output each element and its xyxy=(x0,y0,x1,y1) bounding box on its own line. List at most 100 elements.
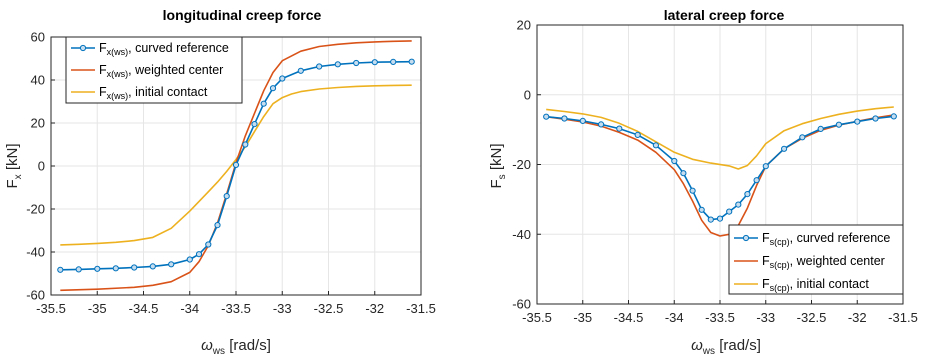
data-point xyxy=(279,75,286,82)
y-tick-label: -60 xyxy=(26,288,45,303)
data-point xyxy=(223,193,230,200)
legend-label: Fs(cp), initial contact xyxy=(762,277,869,293)
legend-label: Fs(cp), curved reference xyxy=(762,231,890,247)
data-point xyxy=(75,266,82,273)
x-tick-label: -34 xyxy=(665,310,684,325)
data-point xyxy=(680,170,687,177)
series-line xyxy=(546,106,894,170)
longitudinal-creep-force-chart: longitudinal creep force -35.5 -35 -34.5 -3… xyxy=(4,7,436,357)
x-axis-label: ωws [rad/s] xyxy=(691,337,761,357)
x-tick-label: -34.5 xyxy=(129,301,159,316)
data-point xyxy=(334,61,341,68)
data-point xyxy=(890,113,897,120)
y-tick-label: 40 xyxy=(31,73,45,88)
y-axis-label: Fx [kN] xyxy=(4,143,24,188)
data-point xyxy=(835,121,843,128)
legend-entry: Fx(ws), curved reference xyxy=(71,41,229,57)
data-point xyxy=(390,58,397,66)
data-point xyxy=(716,215,724,222)
chart-title: longitudinal creep force xyxy=(163,7,322,23)
data-point xyxy=(94,265,101,272)
legend-label: Fx(ws), initial contact xyxy=(99,85,208,101)
series-line xyxy=(60,40,412,292)
data-point xyxy=(242,141,249,148)
data-point xyxy=(735,201,742,208)
legend-label: Fs(cp), weighted center xyxy=(762,254,885,270)
legend-entry: Fs(cp), initial contact xyxy=(734,277,869,293)
x-tick-labels: -35.5 -35 -34.5 -34 -33.5 -33 -32.5 -32 -31.5 xyxy=(522,310,918,325)
legend-label: Fx(ws), weighted center xyxy=(99,63,223,79)
data-point xyxy=(131,264,138,271)
y-tick-label: -20 xyxy=(26,202,45,217)
data-point xyxy=(149,263,156,270)
legend-box xyxy=(728,224,904,295)
y-tick-label: -40 xyxy=(512,227,531,242)
y-tick-label: 20 xyxy=(31,116,45,131)
data-point xyxy=(269,85,277,92)
y-tick-label: 60 xyxy=(31,30,45,45)
y-axis-label: Fs [kN] xyxy=(488,143,508,188)
data-point xyxy=(698,206,705,213)
x-tick-label: -35 xyxy=(88,301,107,316)
series-layer xyxy=(57,40,415,292)
x-tick-label: -32.5 xyxy=(314,301,344,316)
x-tick-label: -33 xyxy=(273,301,292,316)
x-tick-label: -35.5 xyxy=(36,301,66,316)
data-point xyxy=(726,208,733,215)
data-point xyxy=(316,63,323,70)
y-tick-labels: -60 -40 -20 0 20 40 60 xyxy=(26,30,45,303)
y-tick-label: -20 xyxy=(512,157,531,172)
data-point xyxy=(598,121,605,128)
data-point xyxy=(579,117,586,125)
x-axis-label: ωws [rad/s] xyxy=(201,337,271,357)
x-tick-label: -31.5 xyxy=(406,301,436,316)
data-point xyxy=(854,118,861,125)
x-tick-label: -32 xyxy=(848,310,867,325)
y-tick-labels: -60 -40 -20 0 20 xyxy=(512,18,531,312)
legend-box xyxy=(65,36,243,104)
data-point xyxy=(195,251,203,258)
x-tick-label: -33 xyxy=(756,310,775,325)
x-tick-label: -31.5 xyxy=(888,310,918,325)
legend-label: Fx(ws), curved reference xyxy=(99,41,229,57)
data-point xyxy=(781,145,788,152)
data-point xyxy=(616,125,623,132)
x-tick-label: -32.5 xyxy=(797,310,827,325)
legend-entry: Fx(ws), initial contact xyxy=(71,85,208,101)
data-point xyxy=(744,191,751,198)
data-point xyxy=(652,142,660,149)
lateral-creep-force-chart: lateral creep force -35.5 -35 -34.5 -34 -33.… xyxy=(488,7,918,357)
legend-entry: Fs(cp), curved reference xyxy=(734,231,890,247)
legend-marker xyxy=(79,44,87,52)
legend-marker xyxy=(742,234,750,242)
data-point xyxy=(186,256,193,263)
data-point xyxy=(872,115,879,122)
data-point xyxy=(561,115,568,122)
data-point xyxy=(232,161,240,168)
y-tick-label: -60 xyxy=(512,297,531,312)
x-tick-label: -33.5 xyxy=(705,310,735,325)
data-point xyxy=(297,67,304,74)
y-tick-label: -40 xyxy=(26,245,45,260)
data-point xyxy=(408,58,415,65)
data-point xyxy=(707,216,714,223)
x-tick-label: -34 xyxy=(180,301,199,316)
series-layer xyxy=(543,106,897,237)
data-point xyxy=(353,59,360,67)
y-tick-label: 20 xyxy=(517,18,531,33)
data-point xyxy=(205,241,212,248)
x-tick-label: -33.5 xyxy=(221,301,251,316)
data-point xyxy=(762,163,769,170)
x-tick-label: -35 xyxy=(573,310,592,325)
data-point xyxy=(260,100,267,107)
data-point xyxy=(371,59,378,66)
data-point xyxy=(214,222,221,229)
data-point xyxy=(689,187,696,194)
legend-entry: Fs(cp), weighted center xyxy=(734,254,885,270)
x-tick-labels: -35.5 -35 -34.5 -34 -33.5 -33 -32.5 -32 -31.5 xyxy=(36,301,436,316)
data-point xyxy=(753,177,760,184)
plot-frame xyxy=(536,24,904,305)
data-point xyxy=(57,266,64,273)
legend-entry: Fx(ws), weighted center xyxy=(71,63,223,79)
